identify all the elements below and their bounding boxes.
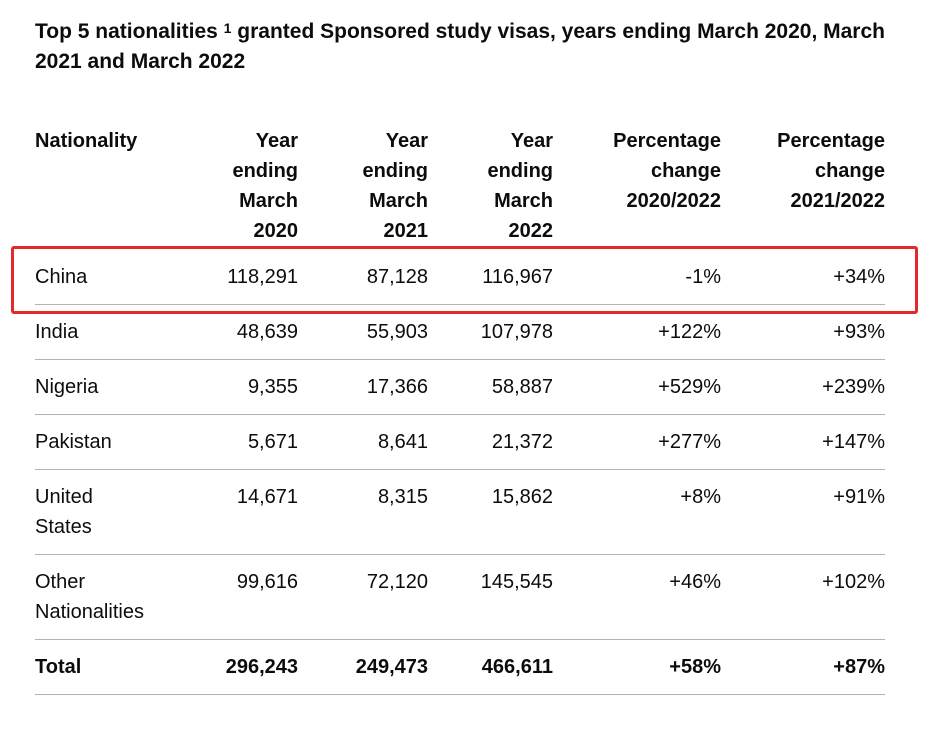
header-line: ending bbox=[232, 160, 298, 182]
header-line: 2021/2022 bbox=[790, 190, 885, 212]
value-cell: 17,366 bbox=[298, 359, 428, 415]
visa-table: Nationality Year ending March 2020 Year … bbox=[35, 126, 885, 695]
value-cell: 118,291 bbox=[185, 250, 298, 305]
pct-cell: +91% bbox=[721, 469, 885, 555]
nationality-cell: United States bbox=[35, 469, 185, 555]
pct-cell: +147% bbox=[721, 414, 885, 470]
header-line: change bbox=[650, 160, 721, 182]
table-row: Pakistan 5,671 8,641 21,372 +277% +147% bbox=[35, 414, 885, 470]
caption-prefix: Top 5 nationalities bbox=[35, 20, 218, 43]
value-cell: 15,862 bbox=[428, 469, 553, 555]
value-cell: 48,639 bbox=[185, 304, 298, 360]
pct-cell: +239% bbox=[721, 359, 885, 415]
header-year-2022: Year ending March 2022 bbox=[428, 126, 553, 250]
nationality-cell: Other Nationalities bbox=[35, 554, 185, 640]
nationality-line: United bbox=[35, 486, 93, 508]
total-value-cell: 296,243 bbox=[185, 639, 298, 695]
header-pct-2021-2022: Percentage change 2021/2022 bbox=[721, 126, 885, 250]
value-cell: 8,315 bbox=[298, 469, 428, 555]
header-line: Year bbox=[255, 130, 298, 152]
nationality-line: Nigeria bbox=[35, 376, 99, 398]
header-nationality: Nationality bbox=[35, 126, 185, 250]
header-line: Year bbox=[385, 130, 428, 152]
value-cell: 116,967 bbox=[428, 250, 553, 305]
value-cell: 21,372 bbox=[428, 414, 553, 470]
total-value-cell: 249,473 bbox=[298, 639, 428, 695]
total-row: Total 296,243 249,473 466,611 +58% +87% bbox=[35, 639, 885, 695]
header-line: change bbox=[814, 160, 885, 182]
header-line: ending bbox=[362, 160, 428, 182]
table-row: Nigeria 9,355 17,366 58,887 +529% +239% bbox=[35, 359, 885, 415]
nationality-line: Pakistan bbox=[35, 431, 112, 453]
value-cell: 145,545 bbox=[428, 554, 553, 640]
total-pct-cell: +87% bbox=[721, 639, 885, 695]
table-row: India 48,639 55,903 107,978 +122% +93% bbox=[35, 304, 885, 360]
header-line: 2020 bbox=[253, 220, 299, 242]
footnote-marker[interactable]: 1 bbox=[223, 20, 232, 36]
header-line: Year bbox=[510, 130, 553, 152]
table-row: Other Nationalities 99,616 72,120 145,545… bbox=[35, 554, 885, 640]
value-cell: 99,616 bbox=[185, 554, 298, 640]
nationality-cell: Nigeria bbox=[35, 359, 185, 415]
nationality-cell: Pakistan bbox=[35, 414, 185, 470]
pct-cell: +46% bbox=[553, 554, 721, 640]
pct-cell: +277% bbox=[553, 414, 721, 470]
nationality-cell: China bbox=[35, 250, 185, 305]
nationality-line: Other bbox=[35, 571, 86, 593]
header-line: 2020/2022 bbox=[626, 190, 721, 212]
nationality-line: India bbox=[35, 321, 79, 343]
total-label: Total bbox=[35, 639, 185, 695]
nationality-line: States bbox=[35, 516, 92, 538]
header-line: 2022 bbox=[508, 220, 554, 242]
caption-suffix: granted Sponsored study visas, years end… bbox=[35, 20, 885, 73]
total-value-cell: 466,611 bbox=[428, 639, 553, 695]
pct-cell: +34% bbox=[721, 250, 885, 305]
table-row: China 118,291 87,128 116,967 -1% +34% bbox=[35, 250, 885, 305]
value-cell: 5,671 bbox=[185, 414, 298, 470]
header-line: Percentage bbox=[777, 130, 885, 152]
header-year-2020: Year ending March 2020 bbox=[185, 126, 298, 250]
pct-cell: +8% bbox=[553, 469, 721, 555]
pct-cell: -1% bbox=[553, 250, 721, 305]
header-line: March bbox=[369, 190, 428, 212]
nationality-cell: India bbox=[35, 304, 185, 360]
table-caption: Top 5 nationalities 1 granted Sponsored … bbox=[35, 17, 895, 77]
value-cell: 9,355 bbox=[185, 359, 298, 415]
header-year-2021: Year ending March 2021 bbox=[298, 126, 428, 250]
nationality-line: Nationalities bbox=[35, 601, 144, 623]
value-cell: 14,671 bbox=[185, 469, 298, 555]
header-line: ending bbox=[487, 160, 553, 182]
value-cell: 87,128 bbox=[298, 250, 428, 305]
value-cell: 72,120 bbox=[298, 554, 428, 640]
header-pct-2020-2022: Percentage change 2020/2022 bbox=[553, 126, 721, 250]
total-pct-cell: +58% bbox=[553, 639, 721, 695]
value-cell: 107,978 bbox=[428, 304, 553, 360]
table-row: United States 14,671 8,315 15,862 +8% +91… bbox=[35, 469, 885, 555]
nationality-line: China bbox=[35, 266, 88, 288]
value-cell: 8,641 bbox=[298, 414, 428, 470]
header-line: Nationality bbox=[35, 130, 138, 152]
header-line: 2021 bbox=[383, 220, 429, 242]
header-line: Percentage bbox=[613, 130, 721, 152]
pct-cell: +122% bbox=[553, 304, 721, 360]
pct-cell: +102% bbox=[721, 554, 885, 640]
pct-cell: +529% bbox=[553, 359, 721, 415]
value-cell: 55,903 bbox=[298, 304, 428, 360]
header-line: March bbox=[494, 190, 553, 212]
header-line: March bbox=[239, 190, 298, 212]
pct-cell: +93% bbox=[721, 304, 885, 360]
value-cell: 58,887 bbox=[428, 359, 553, 415]
header-row: Nationality Year ending March 2020 Year … bbox=[35, 126, 885, 250]
